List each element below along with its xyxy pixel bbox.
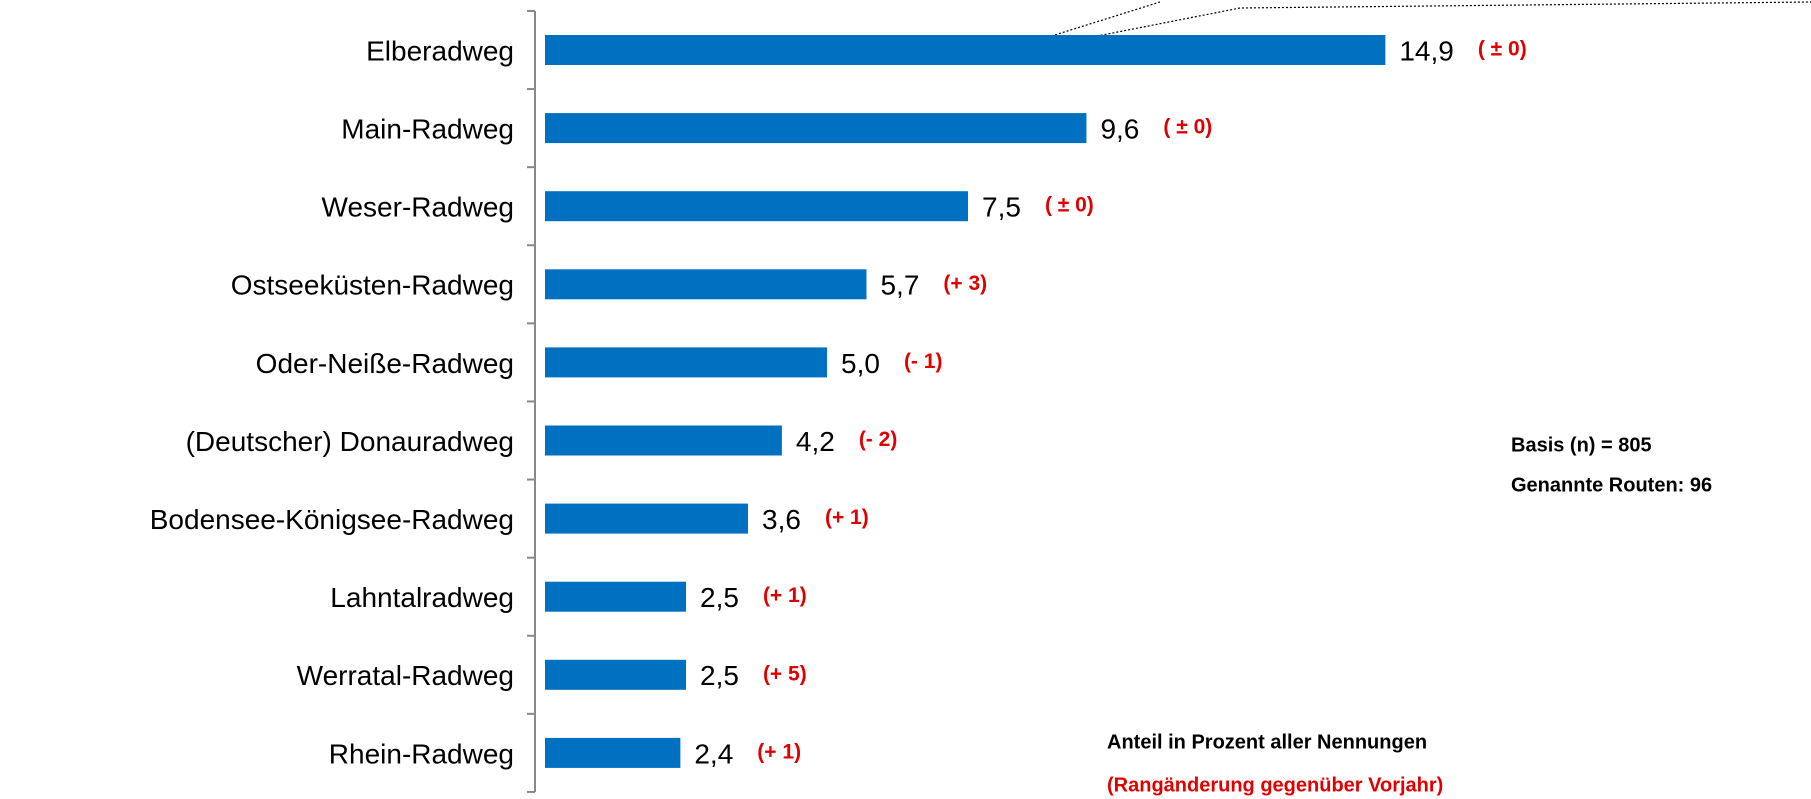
value-label: 4,2 (796, 426, 835, 457)
bar (545, 737, 681, 768)
rank-change: (+ 3) (943, 272, 987, 295)
category-label: Elberadweg (366, 35, 514, 66)
rank-change: (+ 1) (825, 506, 869, 529)
bar (545, 35, 1386, 65)
value-label: 9,6 (1100, 113, 1139, 144)
value-label: 7,5 (982, 192, 1021, 223)
bar (545, 113, 1087, 144)
value-label: 2,5 (700, 660, 739, 691)
value-label: 14,9 (1399, 35, 1454, 66)
rank-change: ( ± 0) (1478, 38, 1527, 61)
category-label: Weser-Radweg (322, 192, 514, 223)
rank-change: (+ 5) (763, 662, 807, 685)
bar (545, 503, 749, 534)
value-label: 5,0 (841, 348, 880, 379)
rank-change: (+ 1) (763, 584, 807, 607)
rank-change: ( ± 0) (1045, 194, 1094, 217)
annotation: Anteil in Prozent aller Nennungen (1107, 731, 1427, 753)
category-label: (Deutscher) Donauradweg (186, 426, 514, 457)
value-label: 2,4 (694, 738, 733, 769)
bar (545, 347, 827, 378)
bar (545, 425, 782, 456)
bar (545, 269, 867, 300)
value-label: 5,7 (880, 270, 919, 301)
category-label: Ostseeküsten-Radweg (231, 270, 514, 301)
annotation: Genannte Routen: 96 (1511, 474, 1712, 496)
annotation: Basis (n) = 805 (1511, 434, 1652, 456)
category-label: Bodensee-Königsee-Radweg (150, 504, 514, 535)
rank-change: (+ 1) (757, 740, 801, 763)
bar (545, 581, 686, 612)
category-label: Rhein-Radweg (329, 738, 514, 769)
category-label: Oder-Neiße-Radweg (256, 348, 514, 379)
category-label: Werratal-Radweg (297, 660, 514, 691)
rank-change: ( ± 0) (1163, 116, 1212, 139)
bar (545, 659, 686, 690)
category-label: Lahntalradweg (330, 582, 514, 613)
rank-change: (- 1) (904, 350, 943, 373)
value-label: 3,6 (762, 504, 801, 535)
value-label: 2,5 (700, 582, 739, 613)
rank-change: (- 2) (859, 428, 898, 451)
annotation: (Rangänderung gegenüber Vorjahr) (1107, 774, 1443, 796)
category-label: Main-Radweg (341, 113, 514, 144)
bar (545, 191, 968, 222)
